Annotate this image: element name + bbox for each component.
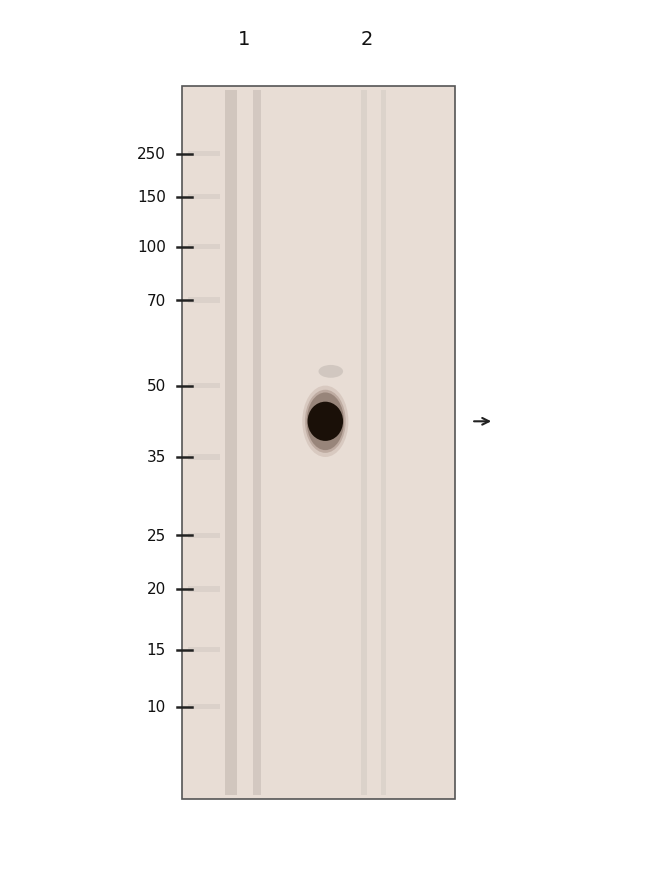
Text: 100: 100 — [137, 240, 166, 255]
Text: 35: 35 — [146, 450, 166, 465]
Bar — [381, 91, 386, 795]
Bar — [225, 91, 237, 795]
Text: 1: 1 — [237, 30, 250, 49]
Ellipse shape — [302, 386, 348, 457]
Bar — [188, 152, 220, 157]
Bar — [188, 704, 220, 709]
Bar — [361, 91, 367, 795]
Text: 15: 15 — [146, 642, 166, 657]
Text: 20: 20 — [146, 581, 166, 597]
Bar — [188, 647, 220, 653]
Text: 250: 250 — [137, 147, 166, 163]
Text: 25: 25 — [146, 528, 166, 543]
Text: 10: 10 — [146, 700, 166, 714]
Text: 50: 50 — [146, 379, 166, 394]
Ellipse shape — [307, 393, 344, 451]
Bar — [188, 534, 220, 539]
Ellipse shape — [305, 390, 346, 454]
Ellipse shape — [318, 366, 343, 378]
Bar — [188, 245, 220, 250]
Bar — [188, 298, 220, 303]
Bar — [182, 87, 455, 799]
Text: 150: 150 — [137, 189, 166, 205]
Bar — [188, 195, 220, 200]
Bar — [188, 587, 220, 592]
Text: 70: 70 — [146, 293, 166, 308]
Ellipse shape — [307, 402, 343, 441]
Bar — [188, 383, 220, 388]
Bar — [253, 91, 261, 795]
Text: 2: 2 — [361, 30, 374, 49]
Bar — [188, 454, 220, 460]
